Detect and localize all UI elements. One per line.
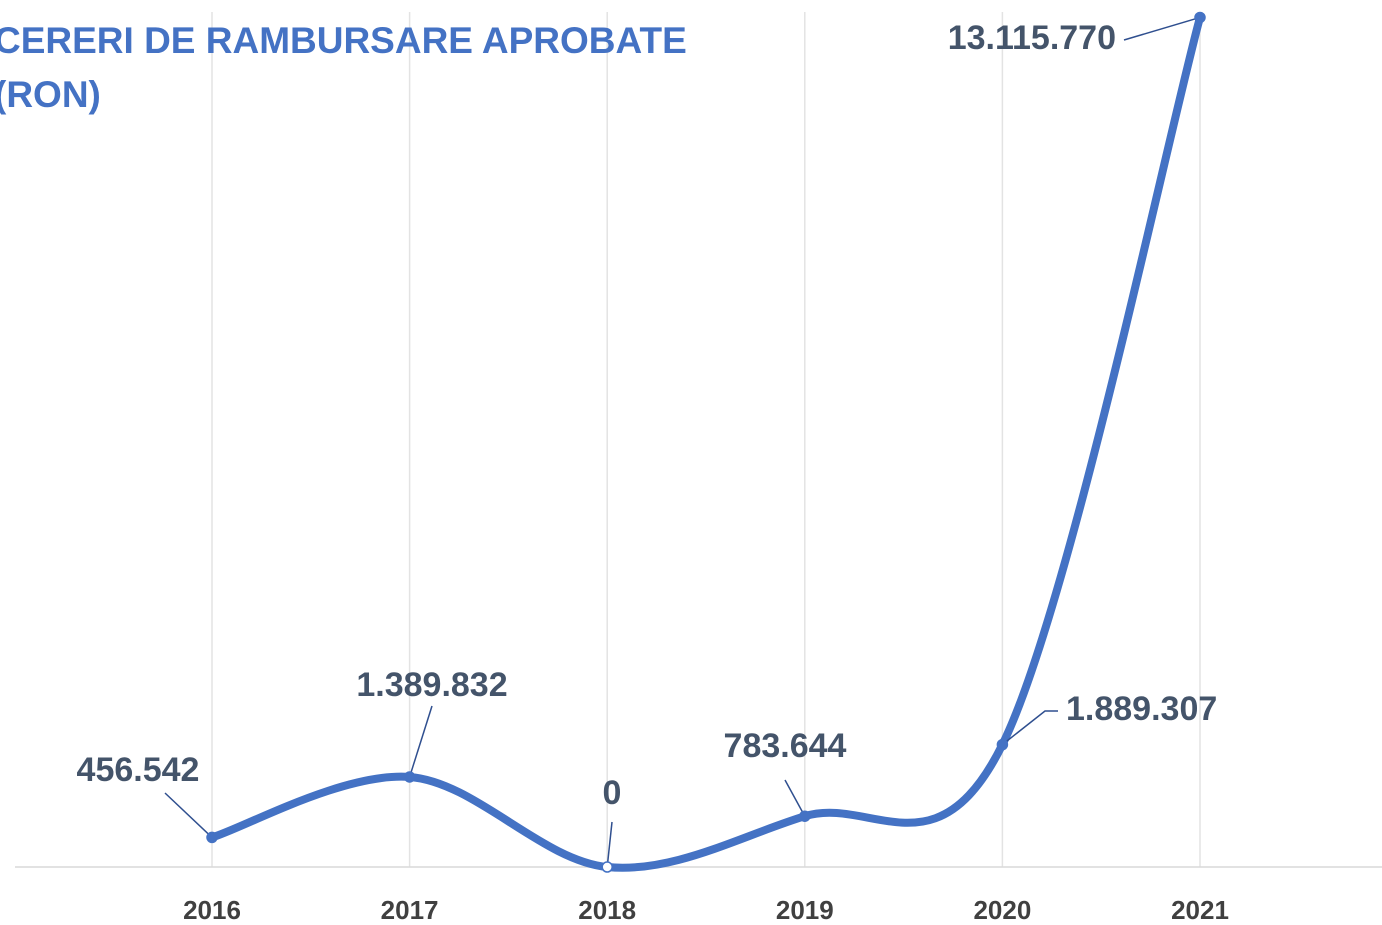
leader-line — [164, 792, 213, 838]
marker — [206, 831, 218, 844]
x-tick-label: 2018 — [578, 895, 636, 925]
data-label: 13.115.770 — [948, 19, 1116, 57]
leader-line — [606, 821, 613, 868]
x-tick-label: 2020 — [973, 895, 1031, 925]
leader-line — [408, 705, 433, 778]
leader-line — [1123, 16, 1201, 41]
leader-line — [784, 779, 806, 817]
chart-title: CERERI DE RAMBURSARE APROBATE (RON) — [0, 20, 687, 115]
marker — [601, 861, 613, 873]
data-label: 1.889.307 — [1066, 690, 1217, 728]
marker — [996, 738, 1009, 751]
x-tick-label: 2019 — [776, 895, 834, 925]
marker — [1194, 11, 1206, 24]
leader-line — [1001, 710, 1058, 746]
data-label: 783.644 — [724, 727, 847, 765]
x-tick-label: 2016 — [183, 895, 241, 925]
data-label: 1.389.832 — [356, 666, 507, 704]
marker — [403, 771, 416, 783]
x-tick-label: 2021 — [1171, 895, 1229, 925]
data-label: 0 — [603, 774, 622, 812]
marker — [799, 810, 811, 822]
data-label: 456.542 — [77, 751, 200, 789]
x-tick-label: 2017 — [381, 895, 439, 925]
line — [208, 13, 1204, 872]
